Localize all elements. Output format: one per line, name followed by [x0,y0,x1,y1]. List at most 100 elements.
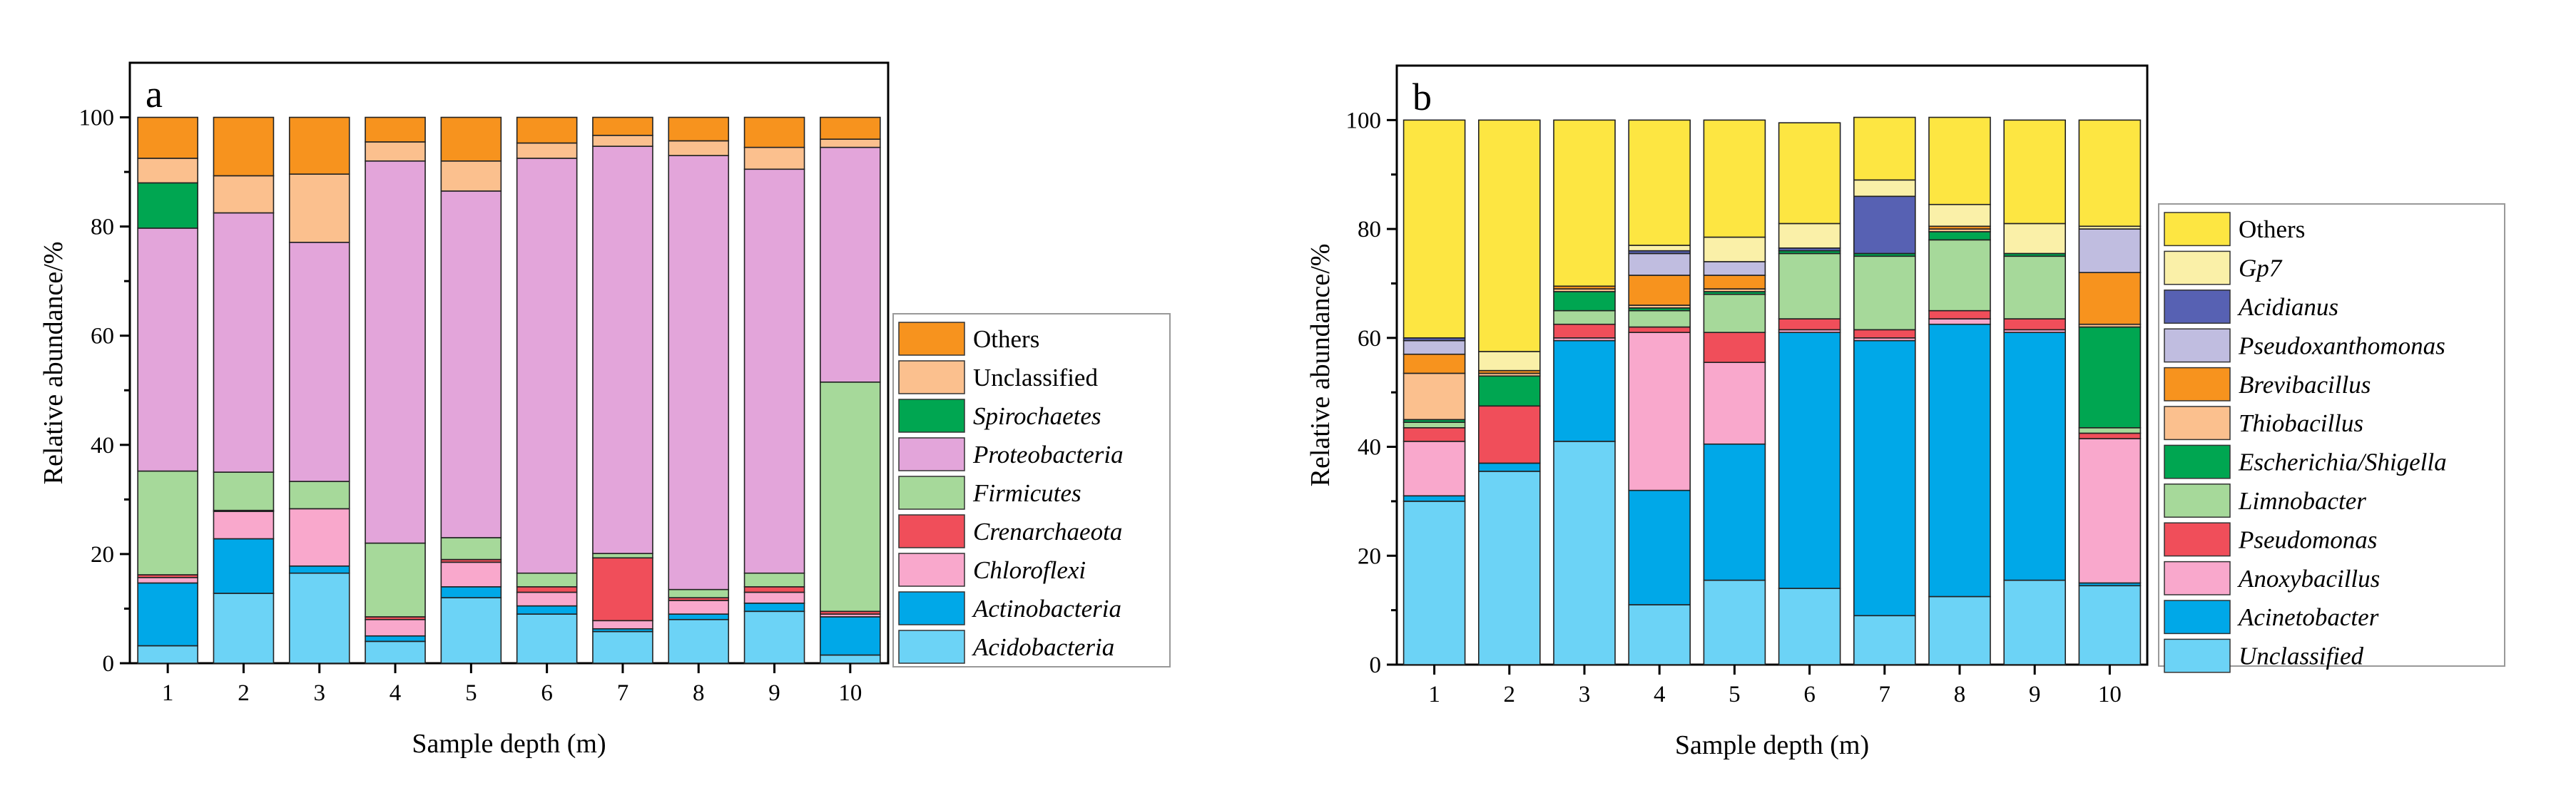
bar-segment [213,175,275,214]
bar-segment [213,471,275,511]
panel-label: a [146,73,163,116]
bar-segment [2003,579,2066,665]
bar-segment [1928,323,1991,598]
bar-segment [1778,588,1841,665]
bar-segment [440,190,502,538]
legend-swatch [898,360,965,394]
bar-segment [1402,501,1466,665]
y-tick-label: 100 [79,106,115,131]
legend-label: Thiobacillus [2239,409,2363,437]
legend-swatch [2164,600,2231,635]
bar-segment [743,591,805,604]
bar-segment [1703,275,1766,290]
bar-segment [1478,119,1541,352]
bar-segment [137,116,198,159]
bar-segment [592,553,653,559]
legend-swatch [898,591,965,625]
y-tick-label: 20 [1358,543,1381,569]
bar-segment [1628,275,1691,306]
bar-segment [820,654,881,664]
x-tick-label: 10 [2098,682,2122,707]
bar-segment [2078,427,2142,434]
bar-segment [743,586,805,593]
bar-segment [1928,203,1991,227]
x-tick-label: 1 [1428,682,1440,707]
x-tick-label: 5 [1729,682,1741,707]
bar-segment [1478,471,1541,665]
bar-segment [1553,339,1616,442]
bar-segment [2003,318,2066,331]
panel-label: b [1412,76,1432,118]
legend-swatch [898,399,965,433]
bar-segment [1628,310,1691,328]
x-tick-label: 9 [768,680,780,706]
panel-a-chart: 0 20 40 60 80 100 1 2 3 4 5 6 7 8 9 10 a Sample depth (m)… [39,61,1171,759]
bar-segment [668,155,730,590]
bar-segment [2003,332,2066,581]
bar-segment [365,116,426,143]
bar-segment [2003,222,2066,255]
bar-segment [1553,441,1616,665]
bar-segment [213,511,275,540]
bar-segment [1628,604,1691,665]
x-tick-label: 8 [1954,682,1966,707]
y-tick-label: 40 [91,433,114,459]
legend-label: Proteobacteria [972,441,1124,469]
legend-swatch [2164,444,2231,479]
bar-segment [137,645,198,664]
bar-segment [213,212,275,473]
bar-segment [1402,441,1466,497]
bar-segment [516,572,578,588]
legend-swatch [2164,367,2231,401]
bar-segment [440,561,502,588]
legend-swatch [2164,250,2231,285]
bar-segment [1402,421,1466,429]
bar-segment [1628,119,1691,246]
bar-segment [440,597,502,664]
bar-segment [592,116,653,136]
bar-segment [1402,372,1466,421]
bar-segment [440,537,502,561]
legend-swatch [2164,522,2231,557]
bar-segment [516,591,578,607]
bar-segment [743,572,805,588]
bar-segment [516,605,578,615]
bar-segment [1853,339,1916,617]
bar-segment [1853,195,1916,255]
legend-swatch [898,553,965,587]
bar-segment [1478,462,1541,472]
bar-segment [137,577,198,584]
legend-label: Spirochaetes [973,402,1101,430]
legend-swatch [2164,561,2231,595]
y-tick-label: 20 [91,542,114,568]
bar-segment [516,158,578,574]
bar-segment [365,640,426,664]
bar-segment [1928,239,1991,312]
bar-segment [137,582,198,647]
bar-segment [2078,585,2142,665]
legend-label: Anoxybacillus [2237,565,2380,593]
bar-segment [2078,228,2142,273]
bar-segment [288,173,350,243]
bar-segment [1928,116,1991,205]
bar-segment [1778,318,1841,331]
y-axis-title: Relative abundance/% [1305,244,1335,487]
bar-segment [1928,595,1991,665]
legend-label: Acinetobacter [2237,603,2379,631]
bar-segment [592,620,653,630]
y-tick-label: 80 [1358,217,1381,242]
legend-swatch [898,437,965,471]
bar-segment [2003,119,2066,225]
plot-frame [128,61,890,665]
legend-label: Limnobacter [2238,487,2366,515]
bar-segment [365,141,426,162]
bar-segment [820,116,881,140]
bar-segment [288,242,350,482]
bar-segment [440,160,502,192]
bar-segment [592,135,653,147]
y-tick-label: 0 [103,651,115,677]
bar-segment [2078,272,2142,325]
bar-segment [365,542,426,618]
legend-label: Pseudomonas [2238,526,2377,553]
x-axis-title: Sample depth (m) [1675,730,1869,760]
